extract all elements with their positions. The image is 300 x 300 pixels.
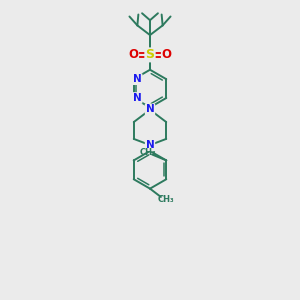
Text: O: O xyxy=(128,48,138,62)
Text: O: O xyxy=(162,48,172,62)
Text: N: N xyxy=(146,140,154,150)
Text: N: N xyxy=(133,74,142,84)
Text: S: S xyxy=(146,48,154,62)
Text: CH₃: CH₃ xyxy=(139,148,156,158)
Text: N: N xyxy=(146,104,154,114)
Text: CH₃: CH₃ xyxy=(157,195,174,204)
Text: N: N xyxy=(133,93,142,103)
